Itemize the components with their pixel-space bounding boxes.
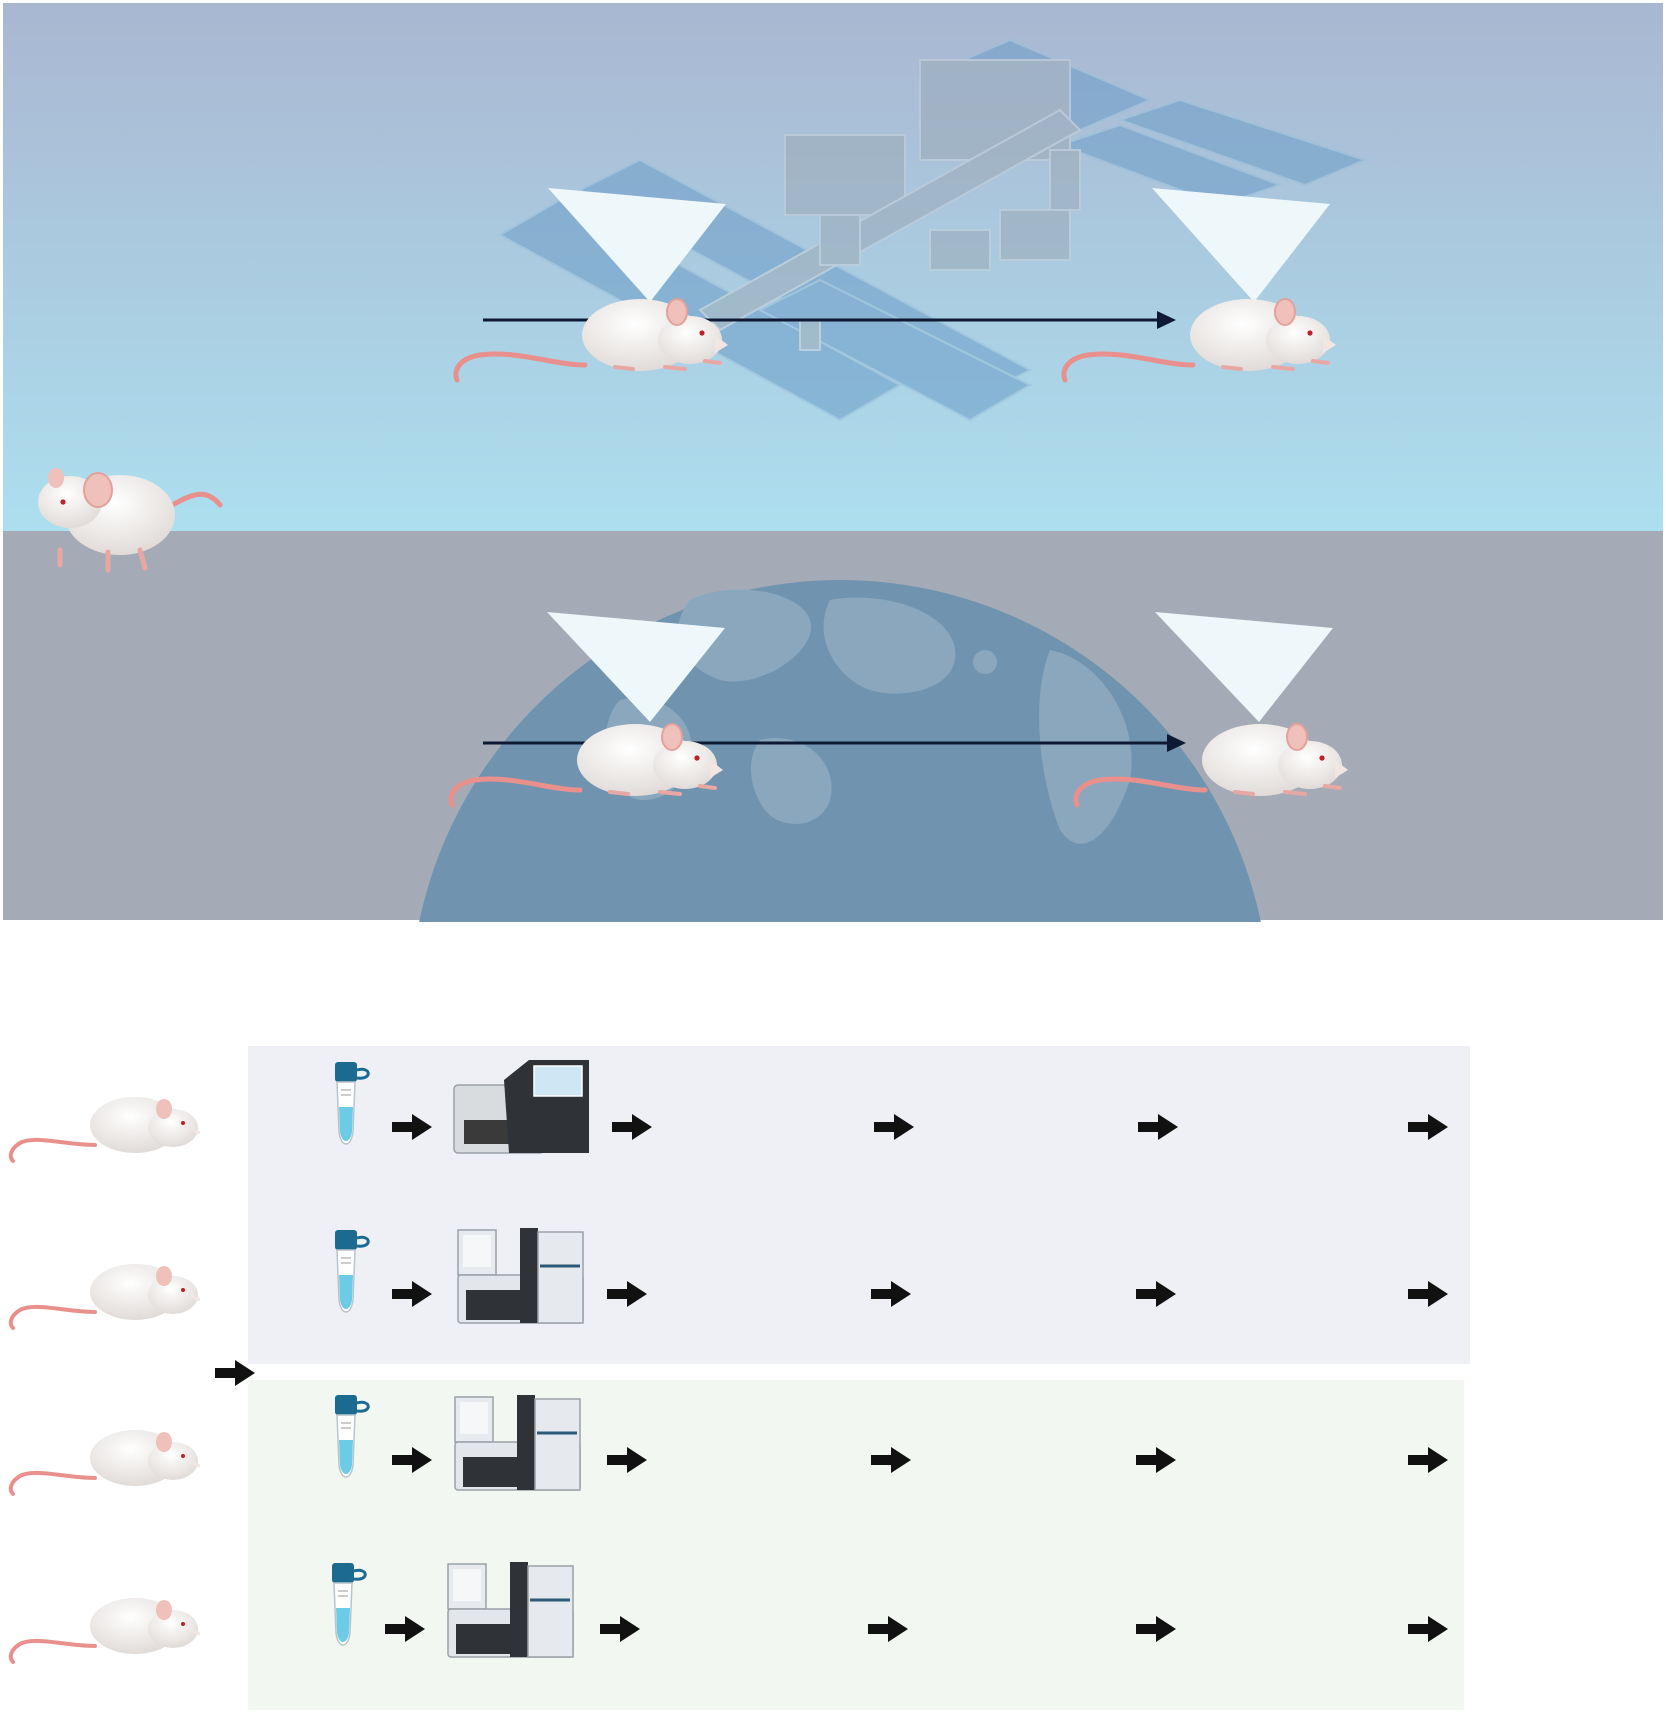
mouse-icon [8, 1596, 202, 1664]
ground-timeline [451, 612, 1348, 805]
upper-group-box [248, 1046, 1470, 1364]
mouse-icon [8, 1095, 202, 1163]
mouse-icon [8, 1262, 202, 1330]
sampling-cone-start [548, 188, 726, 302]
mouse-icon [8, 1428, 202, 1496]
top-panel [3, 3, 1663, 922]
sequencer-icon [456, 1226, 585, 1325]
timeline-arrowhead [1157, 311, 1176, 329]
sequencer-icon [453, 1393, 582, 1492]
lower-group-box [248, 1380, 1464, 1710]
sampling-cone-end [1152, 188, 1330, 302]
sequencer-icon [446, 1560, 575, 1659]
sampling-cone-start [547, 612, 725, 722]
space-timeline [456, 188, 1336, 380]
bottom-panel [0, 1040, 1666, 1713]
timeline-arrowhead [1167, 734, 1186, 752]
sampling-cone-end [1155, 612, 1333, 722]
mouse-standing-icon [38, 468, 223, 573]
